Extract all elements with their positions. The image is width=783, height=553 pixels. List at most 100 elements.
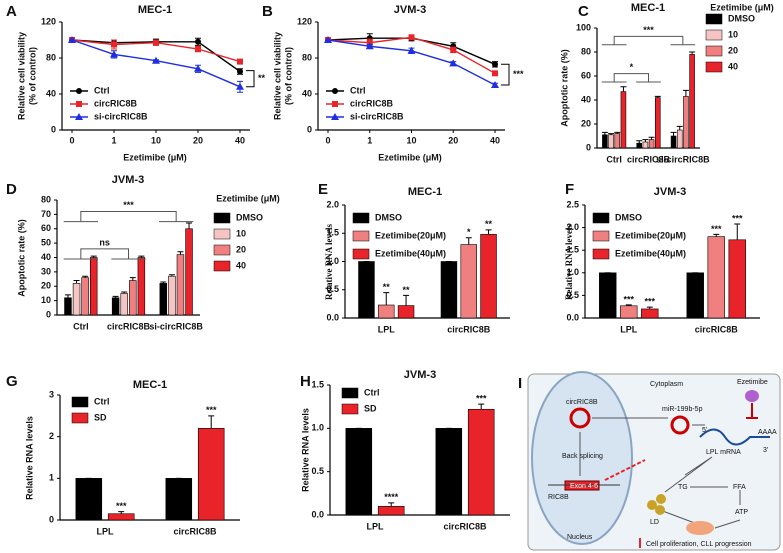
bar [185,228,193,316]
ld-shape [656,494,666,504]
y-tick-label: 0 [586,142,591,152]
y-tick-label: 40 [46,88,56,98]
x-tick-label: circRIC8B [627,154,671,164]
error-bar [383,292,390,306]
x-tick-label: 20 [193,135,203,145]
chart: B JVM-3 Relative cell viability (% of contr… [262,3,524,162]
panel-letter: I [518,375,522,392]
bar [620,305,638,319]
y-axis-title: Relative RNA levels [324,224,334,300]
annotation: *** [643,25,654,35]
bar [89,257,98,316]
bar [602,134,608,149]
error-bar [670,131,677,136]
legend-label: DMSO [375,212,402,222]
y-axis-title: Apoptotic rate (%) [559,49,569,127]
x-tick-label: 0 [325,135,330,145]
y-tick-label: 2 [49,431,54,441]
label: Ezetimibe [737,379,768,386]
legend-swatch [705,29,723,41]
y-tick-label: 1.0 [566,267,579,277]
legend-label: SD [364,403,377,413]
y-tick-label: 0.0 [311,509,324,519]
y-tick-label: 50 [41,238,51,248]
legend-swatch [341,387,359,399]
label: ATP [735,509,748,516]
bar [467,408,495,516]
marker [111,41,117,48]
error-bar [689,51,696,55]
significance: *** [476,393,487,403]
legend-swatch [705,13,723,25]
label: Nucleus [567,534,593,541]
legend-marker [76,101,82,107]
label: LD [650,519,659,526]
y-tick-label: 60 [41,223,51,233]
ld-shape [647,500,657,510]
bar [620,91,627,149]
bar [641,308,659,319]
y-tick-label: 20 [41,281,51,291]
bar [345,428,373,516]
annotation: ** [258,73,266,83]
chart: C MEC-1 Apoptotic rate (%) Ezetimibe (μM) 0 2… [559,2,773,164]
y-tick-label: 0.5 [566,290,579,300]
error-bar [478,403,485,410]
bar [197,428,225,521]
legend-marker [331,113,339,120]
significance: *** [116,501,127,511]
x-tick-label: LPL [620,324,638,334]
legend-label: 20 [236,244,246,254]
y-tick-label: 120 [41,16,56,26]
bar [358,261,375,319]
x-tick-label: 40 [235,135,245,145]
y-tick-label: 0.5 [326,284,339,294]
chart-title: MEC-1 [408,186,442,198]
label: 3' [763,447,768,454]
bar [107,513,135,521]
legend-label: Ctrl [94,85,110,95]
axis-line [56,200,200,316]
legend-swatch [705,45,723,57]
error-bar [208,415,215,429]
y-tick-label: 1.5 [311,379,324,389]
y-tick-label: 1.0 [326,256,339,266]
legend-swatch [352,230,370,242]
y-tick-label: 80 [46,52,56,62]
inhibit-arrow [746,403,758,419]
error-bar [601,131,608,135]
label: Exon 4-6 [570,483,598,490]
legend-label: 10 [236,228,246,238]
y-tick-label: 1.5 [326,228,339,238]
marker [110,50,118,58]
label: TG [678,484,688,491]
legend-swatch [592,212,610,224]
legend-label: 40 [236,260,246,270]
bar [636,142,643,149]
diagram: I Cytoplasm circRIC8B miR-199b-5p Ezetim… [518,371,781,551]
x-tick-label: Ctrl [73,321,89,331]
y-tick-label: 0 [46,309,51,319]
y-axis-title: Relative cell viability [272,32,282,120]
bar [648,139,655,149]
marker [408,34,415,41]
chart: D JVM-3 Apoptotic rate (%) Ezetimibe (μM) 0 1… [6,174,280,331]
x-tick-label: 20 [448,135,458,145]
error-bar [713,233,720,237]
y-tick-label: 2.0 [566,222,579,232]
mrna-shape [699,428,770,446]
x-tick-label: Ctrl [606,154,622,164]
significance: ** [403,285,411,295]
bar [435,428,463,516]
drug-shape [745,390,759,402]
significance: * [467,227,471,237]
chart: H JVM-3 Relative RNA levels 0.0 0.5 1.0 1.5 LPL… [300,369,510,531]
marker [450,46,457,53]
bracket [613,73,649,82]
bar [689,54,695,149]
y-axis-title: Relative RNA levels [564,224,574,300]
y-tick-label: 40 [581,94,591,104]
label: RIC8B [548,494,569,501]
error-bar [177,251,184,255]
